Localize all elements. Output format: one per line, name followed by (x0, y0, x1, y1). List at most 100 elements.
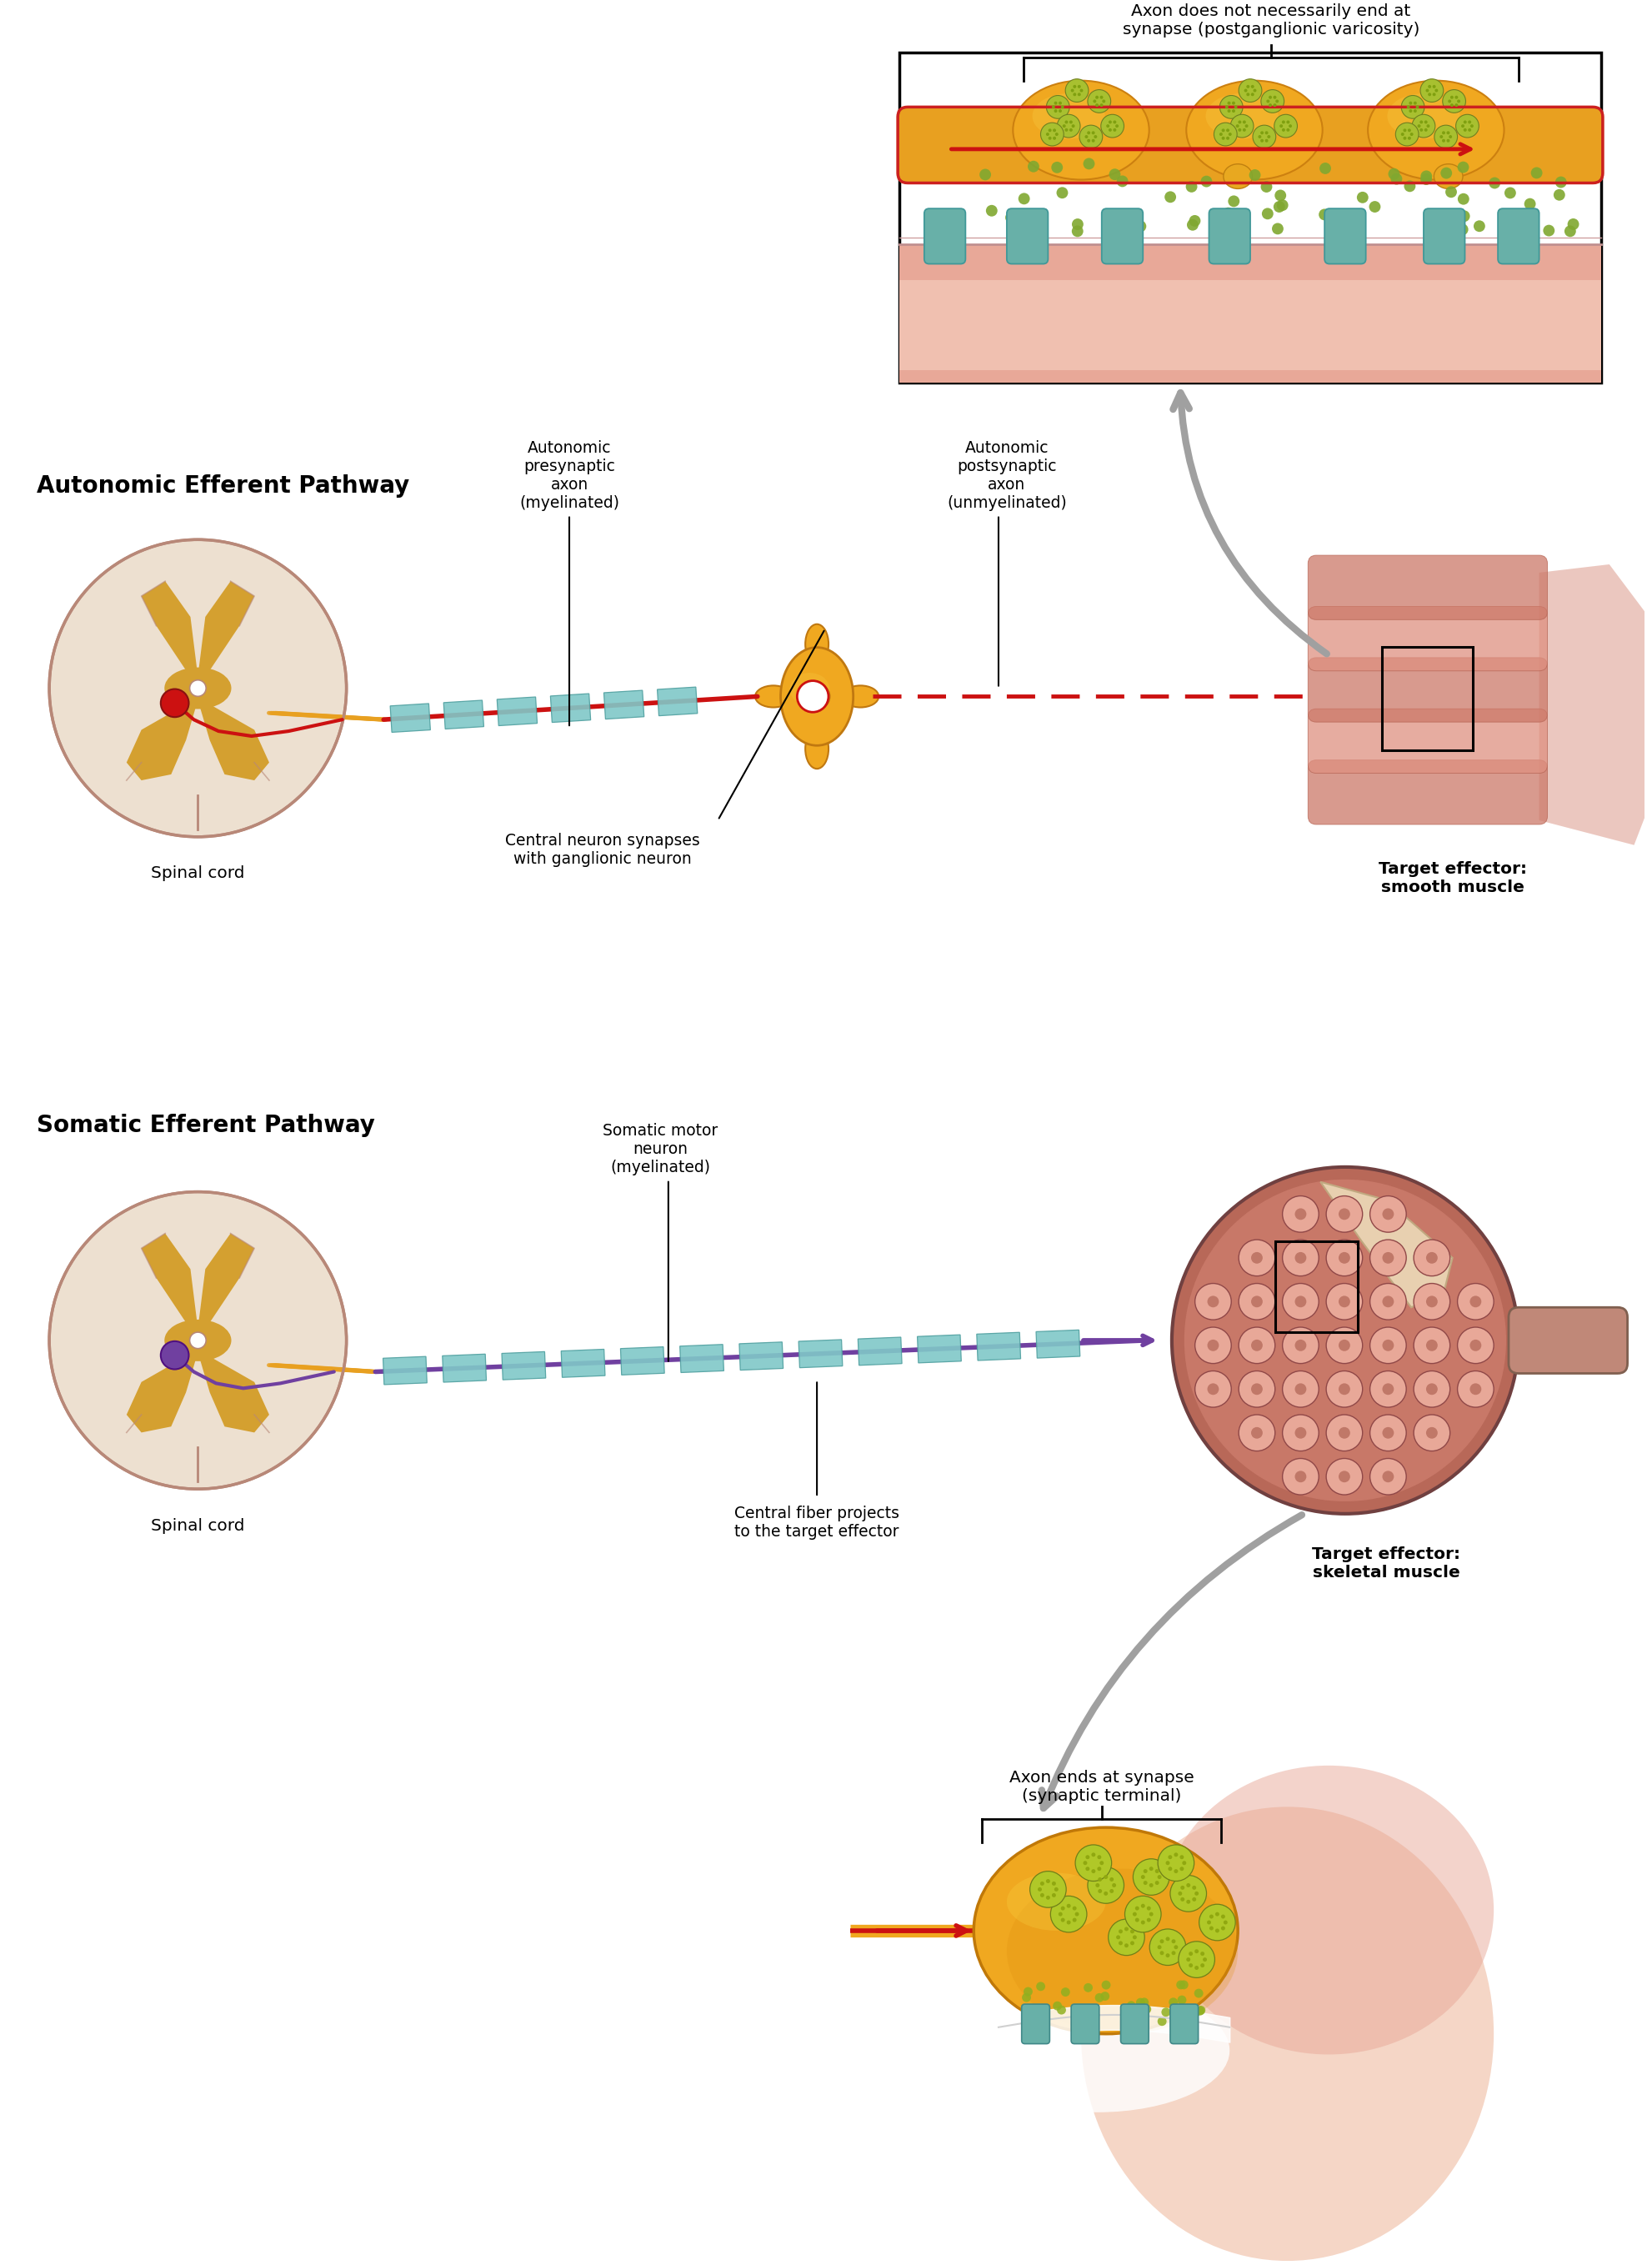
Text: Somatic Efferent Pathway: Somatic Efferent Pathway (36, 1114, 375, 1137)
Circle shape (1056, 188, 1067, 199)
Circle shape (1213, 122, 1236, 145)
Circle shape (1097, 1866, 1100, 1871)
Circle shape (1070, 226, 1082, 238)
Circle shape (1227, 109, 1231, 113)
Circle shape (1338, 1427, 1350, 1438)
Circle shape (1244, 88, 1247, 93)
Circle shape (1272, 104, 1275, 106)
Circle shape (1082, 1862, 1087, 1864)
Circle shape (1168, 1866, 1171, 1871)
Circle shape (1419, 129, 1422, 131)
Circle shape (1021, 2009, 1031, 2018)
Circle shape (1419, 170, 1431, 181)
Circle shape (1294, 1427, 1305, 1438)
Circle shape (1140, 1921, 1145, 1925)
Circle shape (1427, 84, 1431, 88)
Circle shape (1135, 1918, 1138, 1923)
Circle shape (1338, 1384, 1350, 1395)
Circle shape (1523, 197, 1535, 211)
Circle shape (1227, 102, 1231, 104)
Circle shape (1072, 1907, 1075, 1909)
Circle shape (1170, 1875, 1206, 1912)
Polygon shape (976, 1332, 1021, 1361)
Circle shape (1122, 222, 1133, 233)
Circle shape (1251, 84, 1254, 88)
Circle shape (1426, 1339, 1437, 1352)
Ellipse shape (1006, 1873, 1105, 1930)
Circle shape (1085, 1866, 1089, 1871)
Polygon shape (603, 691, 644, 718)
Circle shape (1066, 79, 1089, 102)
Circle shape (1449, 104, 1452, 106)
Circle shape (1188, 1952, 1193, 1955)
Circle shape (1294, 1384, 1305, 1395)
Circle shape (1274, 116, 1297, 138)
FancyBboxPatch shape (1120, 2005, 1148, 2043)
Circle shape (1260, 131, 1264, 134)
Circle shape (1064, 120, 1067, 125)
Circle shape (1070, 125, 1074, 127)
Circle shape (1244, 125, 1247, 127)
Circle shape (1462, 129, 1465, 131)
Circle shape (1052, 129, 1056, 131)
Circle shape (1412, 1416, 1449, 1452)
Circle shape (1156, 2016, 1166, 2025)
Circle shape (1090, 1853, 1095, 1857)
Circle shape (1082, 159, 1094, 170)
Circle shape (1260, 91, 1284, 113)
Circle shape (1011, 211, 1023, 222)
Circle shape (1279, 125, 1282, 127)
FancyBboxPatch shape (1307, 607, 1546, 670)
Circle shape (1198, 1905, 1234, 1941)
Circle shape (1061, 1986, 1069, 1995)
Ellipse shape (755, 686, 791, 707)
Circle shape (1325, 1459, 1361, 1495)
Circle shape (1246, 93, 1249, 95)
Circle shape (1260, 181, 1272, 193)
Circle shape (1180, 1866, 1183, 1871)
Circle shape (1069, 120, 1072, 125)
Circle shape (1469, 1296, 1480, 1307)
Circle shape (1140, 1905, 1145, 1907)
Circle shape (1194, 1284, 1231, 1320)
FancyBboxPatch shape (1323, 208, 1365, 263)
Circle shape (1251, 1253, 1262, 1264)
Ellipse shape (1434, 163, 1462, 188)
Circle shape (1118, 1941, 1122, 1946)
Circle shape (1037, 1887, 1041, 1891)
Circle shape (1282, 1284, 1318, 1320)
Circle shape (160, 1341, 188, 1370)
Circle shape (1104, 1891, 1107, 1896)
Polygon shape (560, 1350, 605, 1377)
Circle shape (1112, 222, 1123, 233)
Circle shape (1064, 129, 1067, 131)
Circle shape (1470, 125, 1474, 127)
Ellipse shape (965, 1989, 1229, 2113)
FancyBboxPatch shape (1170, 2005, 1198, 2043)
Bar (1381, 648, 1472, 750)
Circle shape (1072, 84, 1075, 88)
Circle shape (1072, 93, 1075, 95)
Circle shape (1097, 1855, 1100, 1860)
Circle shape (1449, 136, 1452, 138)
Circle shape (1457, 161, 1469, 172)
Text: Autonomic
presynaptic
axon
(myelinated): Autonomic presynaptic axon (myelinated) (519, 439, 620, 510)
Circle shape (1146, 1907, 1150, 1909)
Circle shape (1140, 1875, 1145, 1880)
Circle shape (1282, 1239, 1318, 1275)
FancyBboxPatch shape (1307, 555, 1546, 621)
Circle shape (1140, 1998, 1148, 2007)
Circle shape (1251, 1339, 1262, 1352)
Circle shape (1381, 1470, 1393, 1481)
Circle shape (1070, 217, 1082, 231)
Circle shape (1188, 1964, 1193, 1968)
Circle shape (1135, 1907, 1138, 1909)
Circle shape (1087, 1866, 1123, 1903)
Circle shape (1381, 1207, 1393, 1221)
Circle shape (1057, 109, 1061, 113)
Circle shape (1237, 129, 1241, 131)
Circle shape (1099, 1862, 1104, 1864)
Circle shape (1275, 100, 1279, 102)
Text: Somatic motor
neuron
(myelinated): Somatic motor neuron (myelinated) (603, 1123, 717, 1176)
Circle shape (1021, 1993, 1031, 2002)
